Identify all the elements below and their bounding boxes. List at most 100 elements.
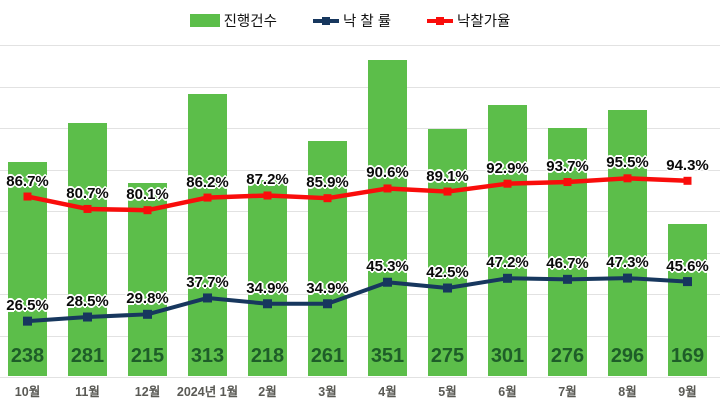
legend-label-rate-line: 낙 찰 률 (342, 14, 392, 30)
bar-5월 (428, 128, 467, 376)
x-axis-label: 4월 (378, 385, 397, 399)
price-marker (263, 191, 272, 200)
navy-line-swatch-icon (312, 14, 339, 27)
price-value-label: 86.2% (186, 173, 229, 191)
bar-swatch-icon (189, 14, 220, 27)
rate-marker (143, 309, 152, 319)
price-marker (683, 176, 692, 185)
rate-marker (503, 273, 512, 283)
price-marker (563, 178, 572, 187)
rate-value-label: 28.5% (66, 293, 109, 310)
rate-marker (23, 316, 32, 326)
gridline (0, 45, 720, 46)
rate-marker (83, 312, 92, 322)
rate-value-label: 45.6% (666, 257, 709, 275)
bar-3월 (308, 141, 347, 376)
gridline (0, 86, 720, 88)
rate-marker (443, 283, 452, 293)
bar-value-label: 218 (250, 345, 285, 367)
bar-value-label: 238 (10, 345, 45, 367)
bar-8월 (608, 109, 647, 376)
price-marker (383, 184, 392, 193)
gridline (0, 128, 720, 129)
rate-value-label: 29.8% (126, 290, 169, 308)
price-line (27, 176, 688, 213)
bar-value-label: 276 (550, 345, 585, 367)
x-axis-label: 11월 (75, 385, 100, 399)
bar-value-label: 301 (490, 345, 525, 367)
x-axis-label: 6월 (498, 385, 517, 399)
bar-value-label: 169 (670, 345, 705, 367)
rate-marker (203, 293, 212, 303)
x-axis-label: 2월 (258, 385, 277, 399)
rate-marker (563, 274, 572, 284)
bar-2024년 1월 (188, 94, 227, 376)
price-value-label: 89.1% (426, 167, 469, 185)
gridline (0, 294, 720, 295)
legend-item-bar-series: 진행건수 (189, 10, 277, 31)
price-marker (143, 206, 152, 215)
gridline (0, 335, 720, 337)
bar-value-label: 351 (370, 345, 405, 367)
rate-marker (623, 273, 632, 283)
rate-marker (683, 277, 692, 287)
rate-line (27, 276, 688, 324)
bar-4월 (368, 60, 407, 376)
price-marker (83, 204, 92, 213)
price-marker (23, 192, 32, 201)
price-marker (503, 179, 512, 188)
legend-item-price-line: 낙찰가율 (427, 10, 510, 31)
price-value-label: 90.6% (366, 164, 409, 182)
rate-marker (263, 299, 272, 309)
bar-value-label: 296 (610, 345, 645, 367)
x-axis-label: 5월 (438, 385, 457, 399)
gridline (0, 252, 720, 254)
x-axis-label: 2024년 1월 (176, 385, 239, 399)
rate-value-label: 42.5% (426, 264, 469, 282)
rate-value-label: 34.9% (306, 279, 349, 297)
rate-value-label: 46.7% (546, 255, 589, 273)
bar-2월 (248, 179, 287, 376)
price-marker (203, 193, 212, 202)
price-value-label: 92.9% (486, 159, 529, 177)
bar-value-label: 261 (310, 345, 345, 367)
gridline (0, 211, 720, 212)
price-value-label: 86.7% (6, 172, 49, 190)
legend-label-bar-series: 진행건수 (223, 14, 277, 30)
bar-value-label: 215 (130, 345, 165, 367)
x-axis-label: 9월 (678, 385, 697, 399)
bar-value-label: 313 (190, 345, 225, 367)
rate-value-label: 26.5% (6, 297, 49, 315)
price-value-label: 87.2% (246, 171, 289, 189)
x-axis-label: 10월 (14, 385, 41, 399)
x-axis-label: 3월 (318, 385, 337, 399)
x-axis-label: 12월 (134, 385, 161, 399)
rate-value-label: 34.9% (246, 279, 289, 297)
bar-9월 (668, 223, 707, 376)
x-axis-label: 7월 (558, 385, 577, 399)
price-value-label: 85.9% (306, 174, 349, 192)
bar-7월 (548, 127, 587, 376)
rate-value-label: 45.3% (366, 258, 409, 276)
rate-marker (383, 277, 392, 287)
rate-marker (323, 299, 332, 309)
rate-value-label: 47.2% (486, 254, 529, 272)
price-value-label: 80.7% (66, 184, 109, 202)
x-axis-label: 8월 (618, 385, 637, 399)
rate-value-label: 47.3% (606, 254, 649, 272)
price-value-label: 80.1% (126, 186, 169, 204)
bar-value-label: 281 (70, 345, 105, 367)
bar-11월 (68, 123, 107, 376)
bar-6월 (488, 105, 527, 376)
legend-item-rate-line: 낙 찰 률 (312, 10, 392, 31)
price-value-label: 93.7% (546, 158, 589, 176)
price-marker (623, 174, 632, 183)
gridline (0, 377, 720, 378)
price-value-label: 95.5% (606, 154, 649, 172)
legend-label-price-line: 낙찰가율 (457, 14, 511, 30)
price-marker (443, 187, 452, 196)
rate-value-label: 37.7% (186, 273, 229, 291)
